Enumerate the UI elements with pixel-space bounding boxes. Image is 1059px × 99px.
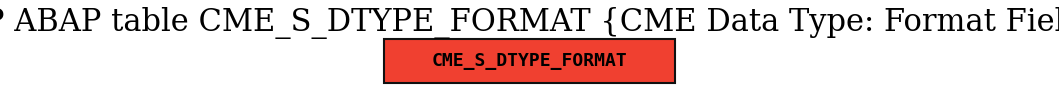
- Text: SAP ABAP table CME_S_DTYPE_FORMAT {CME Data Type: Format Fields}: SAP ABAP table CME_S_DTYPE_FORMAT {CME D…: [0, 7, 1059, 39]
- Text: CME_S_DTYPE_FORMAT: CME_S_DTYPE_FORMAT: [432, 52, 627, 70]
- Bar: [384, 39, 675, 83]
